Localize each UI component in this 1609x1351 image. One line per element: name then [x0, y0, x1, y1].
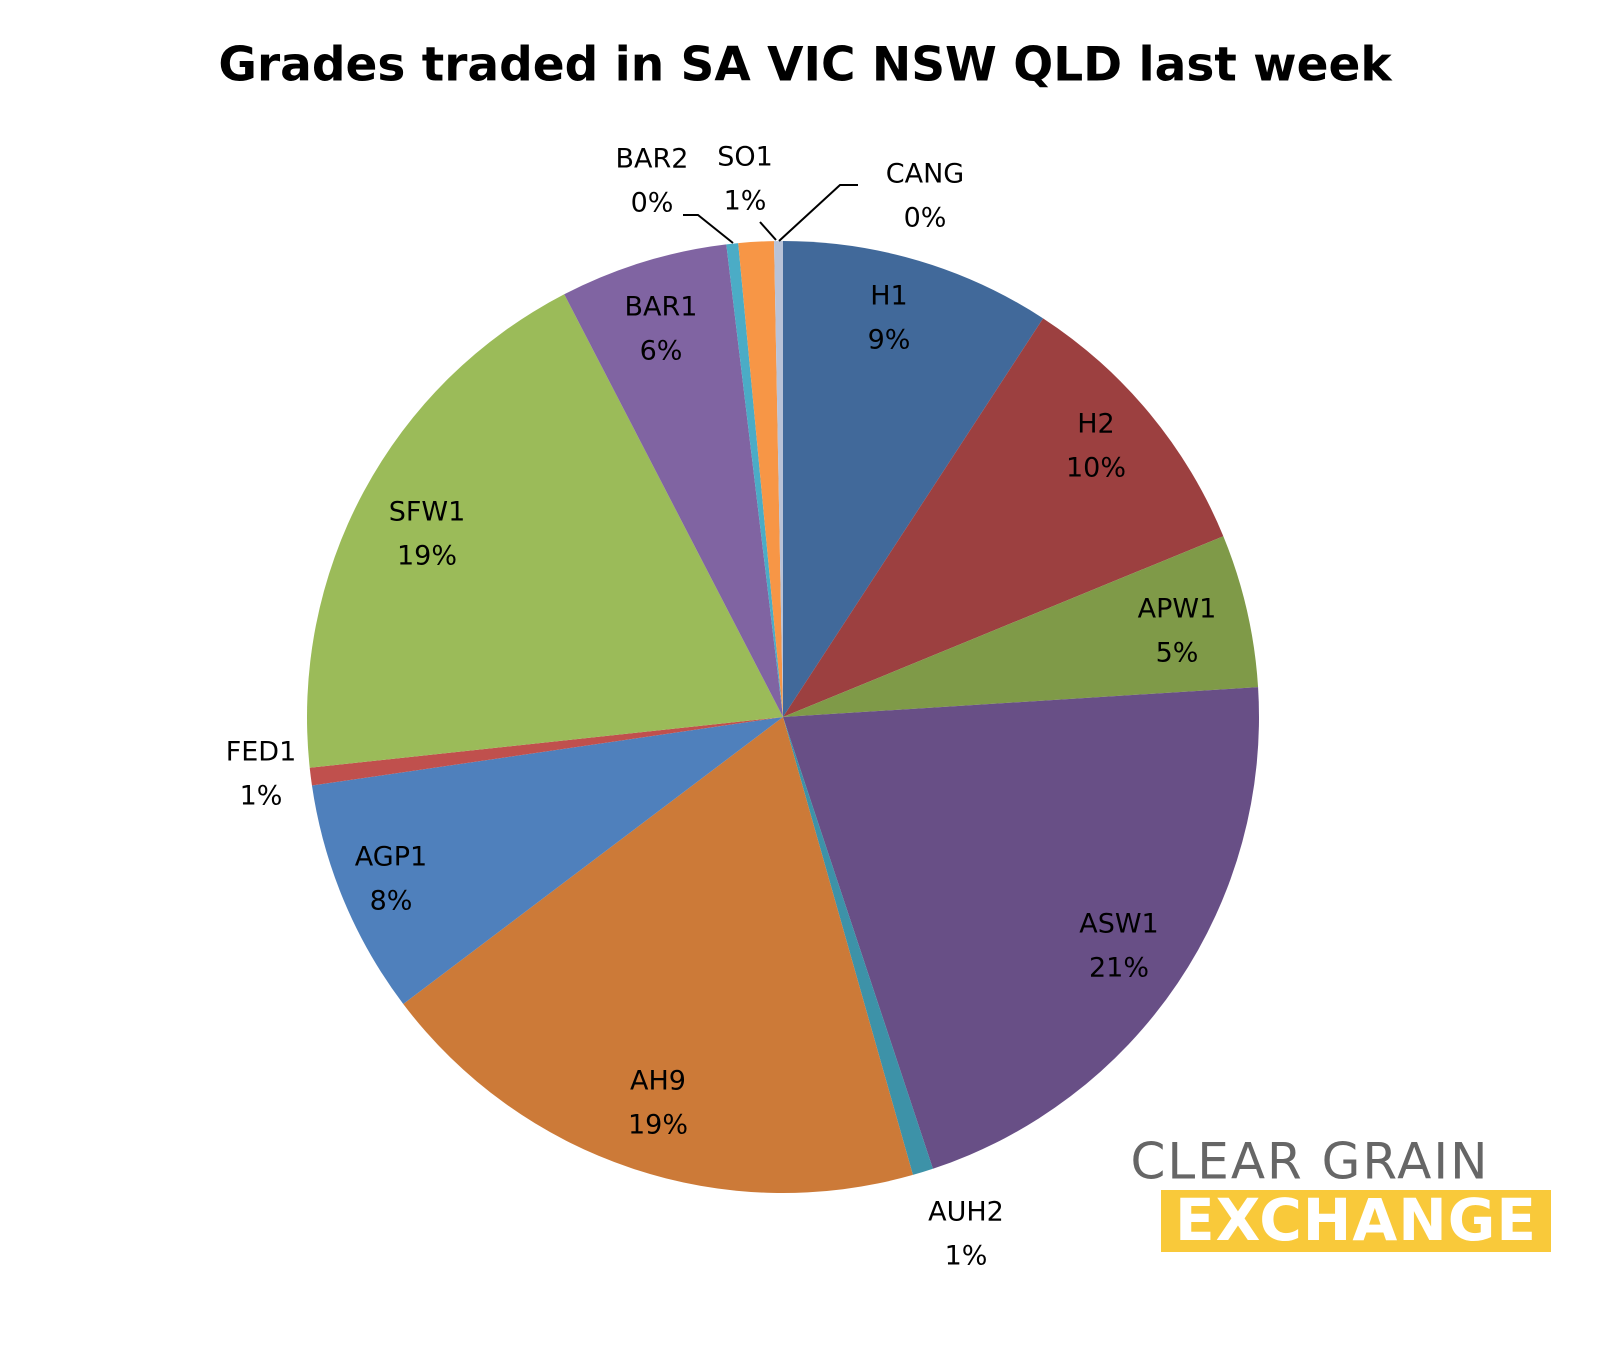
slice [726, 243, 783, 718]
slice-label: FED1 [226, 737, 297, 768]
logo-line1: CLEAR GRAIN [1130, 1133, 1489, 1191]
slice-label: APW1 [1138, 594, 1217, 625]
chart-title: Grades traded in SA VIC NSW QLD last wee… [218, 38, 1393, 93]
slice-label: BAR1 [625, 292, 698, 323]
slice [783, 318, 1224, 717]
slice-label: AUH2 [928, 1197, 1004, 1228]
slice [783, 536, 1259, 717]
slice [403, 717, 913, 1193]
value-label: 5% [1156, 638, 1199, 669]
slice-label: AGP1 [355, 842, 427, 873]
slice-label: CANG [886, 159, 964, 190]
slice-label: H1 [870, 281, 907, 312]
logo: CLEAR GRAIN EXCHANGE [1130, 1133, 1551, 1254]
value-label: 1% [240, 781, 283, 812]
logo-line2: EXCHANGE [1175, 1186, 1537, 1254]
slice-label: AH9 [630, 1066, 686, 1097]
leader-line [778, 184, 858, 242]
value-label: 9% [868, 325, 911, 356]
pie [307, 241, 1259, 1193]
slice-label: SFW1 [389, 497, 466, 528]
slice-label: H2 [1077, 409, 1114, 440]
slice-label: SO1 [717, 142, 773, 173]
slice [774, 241, 783, 717]
value-label: 19% [397, 541, 457, 572]
slice-label: BAR2 [616, 144, 689, 175]
leader-line [683, 214, 734, 244]
value-label: 6% [640, 336, 683, 367]
labels: H1 9% H2 10% APW1 5% ASW1 21% AUH2 1% AH9 19% AGP1 8%… [226, 142, 1217, 1272]
slice [783, 687, 1259, 1169]
slice [311, 717, 783, 1004]
value-label: 0% [904, 203, 947, 234]
slice [783, 717, 933, 1175]
value-label: 10% [1066, 453, 1126, 484]
slice [738, 241, 783, 717]
slice [309, 717, 783, 786]
logo-band [1161, 1190, 1551, 1252]
value-label: 1% [724, 186, 767, 217]
slice-label: ASW1 [1079, 909, 1158, 940]
value-label: 19% [628, 1110, 688, 1141]
value-label: 8% [370, 886, 413, 917]
value-label: 21% [1089, 953, 1149, 984]
value-label: 0% [631, 188, 674, 219]
slice [564, 244, 783, 717]
slice [783, 241, 1044, 717]
leader-line [759, 221, 777, 241]
slice [307, 294, 783, 768]
value-label: 1% [945, 1241, 988, 1272]
